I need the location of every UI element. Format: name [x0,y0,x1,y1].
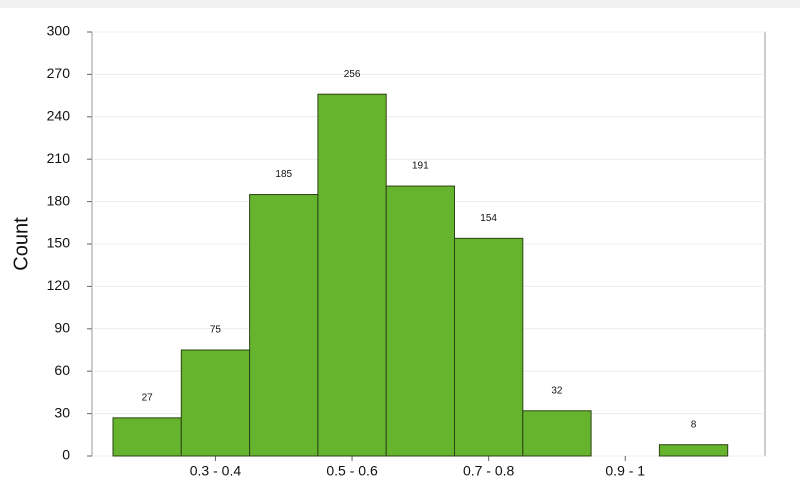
y-tick-label: 270 [47,65,71,81]
y-tick-label: 300 [47,23,71,39]
bar [180,349,251,457]
value-label: 191 [412,161,429,172]
x-tick-label: 0.3 - 0.4 [190,463,242,479]
y-tick-label: 60 [54,362,70,378]
value-label: 8 [691,419,697,430]
value-label: 256 [344,69,361,80]
y-tick-label: 120 [47,277,71,293]
value-label: 32 [551,385,563,396]
x-tick-label: 0.5 - 0.6 [326,463,378,479]
value-label: 27 [142,392,154,403]
y-tick-label: 240 [47,108,71,124]
y-tick-label: 30 [54,404,70,420]
bar [112,417,182,457]
y-tick-label: 0 [62,447,70,463]
y-tick-label: 150 [47,235,71,251]
y-tick-label: 90 [54,320,70,336]
bar [522,410,592,457]
value-label: 75 [210,325,222,336]
value-label: 185 [275,169,292,180]
value-label: 154 [480,213,497,224]
bar [249,194,319,457]
x-tick-label: 0.7 - 0.8 [463,463,515,479]
bar [454,237,524,457]
top-strip [0,0,800,8]
bar [385,185,456,457]
y-tick-label: 210 [47,150,71,166]
y-tick-label: 180 [47,192,71,208]
y-axis-label: Count [10,217,32,271]
x-tick-label: 0.9 - 1 [605,463,645,479]
bar [317,93,387,457]
bar [658,444,729,457]
